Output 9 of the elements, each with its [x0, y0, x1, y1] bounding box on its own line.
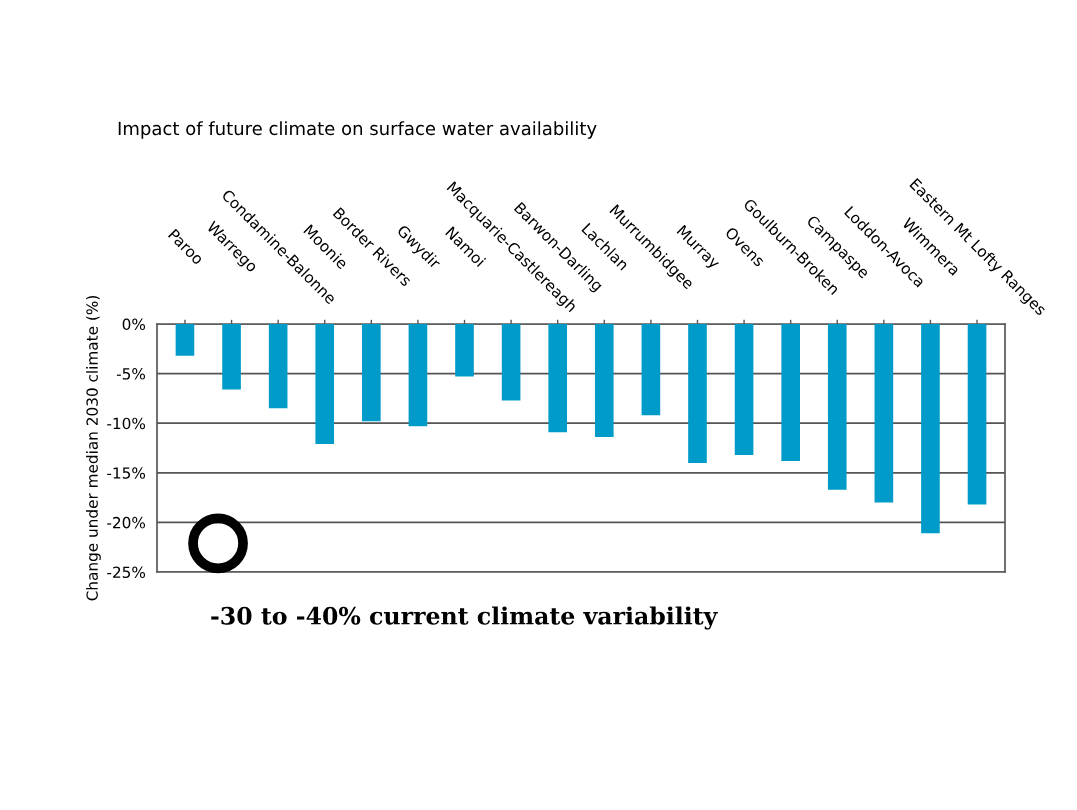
y-axis-title: Change under median 2030 climate (%) [86, 296, 101, 601]
text: -30 to -40% current climate variability [211, 606, 718, 630]
chart-title: Impact of future climate on surface water availability [118, 121, 597, 139]
y-tick-label: -15% [107, 467, 146, 479]
y-tick-label: -25% [107, 566, 146, 579]
y-tick-label: -10% [107, 417, 146, 430]
y-tick-label: -5% [116, 368, 146, 380]
y-tick-label: -20% [107, 516, 146, 529]
y-tick-label: 0% [122, 318, 146, 331]
